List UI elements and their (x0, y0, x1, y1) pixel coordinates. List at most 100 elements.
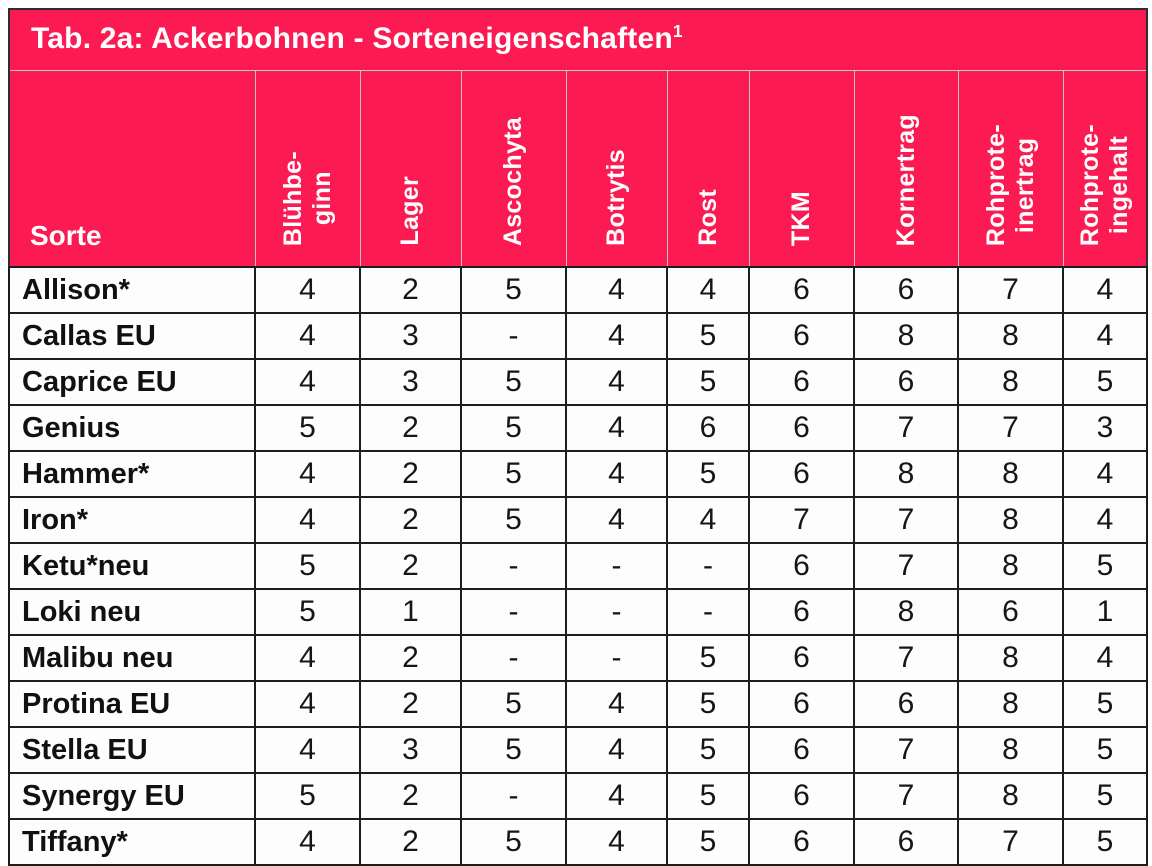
column-header-label: Rohprote- inertrag (981, 123, 1039, 246)
column-header-label: TKM (787, 190, 816, 246)
value-cell: 6 (748, 542, 855, 590)
title-row: Tab. 2a: Ackerbohnen - Sorteneigenschaft… (9, 9, 1148, 71)
sorte-cell: Allison* (8, 266, 256, 314)
value-cell: - (460, 588, 567, 636)
value-cell: 2 (359, 818, 462, 866)
value-cell: 8 (957, 496, 1064, 544)
column-header: Lager (359, 70, 462, 268)
value-cell: 6 (748, 680, 855, 728)
sorte-cell: Tiffany* (8, 818, 256, 866)
value-cell: 8 (957, 358, 1064, 406)
value-cell: 5 (460, 266, 567, 314)
value-cell: 6 (748, 818, 855, 866)
value-cell: 4 (1061, 634, 1149, 682)
value-cell: 2 (359, 772, 462, 820)
value-cell: 6 (853, 818, 959, 866)
value-cell: 7 (957, 266, 1064, 314)
value-cell: 7 (853, 404, 959, 452)
sorte-cell: Callas EU (8, 312, 256, 360)
value-cell: 4 (254, 496, 361, 544)
sorte-cell: Loki neu (8, 588, 256, 636)
value-cell: 8 (957, 726, 1064, 774)
value-cell: 4 (565, 772, 668, 820)
value-cell: 3 (359, 726, 462, 774)
value-cell: 4 (565, 358, 668, 406)
column-header: Kornertrag (853, 70, 959, 268)
value-cell: 4 (666, 496, 750, 544)
value-cell: 7 (957, 404, 1064, 452)
value-cell: 5 (460, 818, 567, 866)
value-cell: 5 (666, 634, 750, 682)
table-row: Stella EU 4 3 5 4 5 6 7 8 5 (8, 726, 1149, 774)
value-cell: 4 (1061, 266, 1149, 314)
value-cell: 2 (359, 542, 462, 590)
value-cell: 8 (957, 680, 1064, 728)
table-row: Tiffany* 4 2 5 4 5 6 6 7 5 (8, 818, 1149, 866)
table-body: Allison* 4 2 5 4 4 6 6 7 4 Callas EU 4 3… (8, 266, 1149, 866)
value-cell: 5 (254, 772, 361, 820)
table-row: Hammer* 4 2 5 4 5 6 8 8 4 (8, 450, 1149, 498)
value-cell: 5 (666, 450, 750, 498)
column-header-label: Rohprote- ingehalt (1076, 123, 1133, 246)
value-cell: 5 (254, 404, 361, 452)
column-header: Rohprote- ingehalt (1062, 70, 1148, 268)
value-cell: 6 (748, 266, 855, 314)
table-row: Ketu*neu 5 2 - - - 6 7 8 5 (8, 542, 1149, 590)
value-cell: - (565, 588, 668, 636)
column-header-label: Ascochyta (499, 116, 528, 246)
value-cell: 5 (1061, 818, 1149, 866)
value-cell: - (565, 634, 668, 682)
value-cell: 4 (565, 404, 668, 452)
value-cell: - (666, 542, 750, 590)
value-cell: 6 (853, 358, 959, 406)
value-cell: 5 (460, 404, 567, 452)
column-header-label: Lager (396, 176, 425, 246)
value-cell: 4 (666, 266, 750, 314)
value-cell: 7 (853, 726, 959, 774)
value-cell: 5 (666, 818, 750, 866)
column-header-label: Kornertrag (891, 113, 920, 246)
value-cell: 2 (359, 680, 462, 728)
column-header: Blühbe- ginn (254, 70, 361, 268)
value-cell: 4 (254, 680, 361, 728)
value-cell: 2 (359, 496, 462, 544)
value-cell: 7 (853, 542, 959, 590)
table-row: Allison* 4 2 5 4 4 6 6 7 4 (8, 266, 1149, 314)
value-cell: 5 (460, 496, 567, 544)
value-cell: 4 (1061, 496, 1149, 544)
value-cell: 6 (748, 634, 855, 682)
value-cell: - (565, 542, 668, 590)
value-cell: 6 (748, 726, 855, 774)
value-cell: 4 (565, 450, 668, 498)
header-row: Sorte Blühbe- ginn Lager Ascochyta Botrytis… (8, 70, 1148, 268)
value-cell: - (460, 542, 567, 590)
value-cell: 6 (748, 588, 855, 636)
value-cell: 3 (359, 312, 462, 360)
value-cell: 5 (254, 588, 361, 636)
column-header: TKM (748, 70, 855, 268)
value-cell: 4 (565, 266, 668, 314)
table-title-footnote-marker: 1 (672, 21, 683, 41)
value-cell: 5 (666, 312, 750, 360)
value-cell: 5 (1061, 772, 1149, 820)
sorten-table: Tab. 2a: Ackerbohnen - Sorteneigenschaft… (8, 8, 1149, 866)
sorte-cell: Stella EU (8, 726, 256, 774)
value-cell: 5 (1061, 542, 1149, 590)
column-header-label: Rost (693, 189, 722, 246)
column-header-label: Botrytis (602, 149, 631, 246)
sorte-cell: Ketu*neu (8, 542, 256, 590)
value-cell: 4 (254, 450, 361, 498)
value-cell: 4 (254, 726, 361, 774)
column-header-label: Blühbe- ginn (278, 150, 336, 246)
value-cell: 6 (748, 404, 855, 452)
value-cell: 2 (359, 266, 462, 314)
value-cell: 8 (853, 450, 959, 498)
value-cell: 2 (359, 450, 462, 498)
value-cell: 5 (1061, 726, 1149, 774)
value-cell: 3 (359, 358, 462, 406)
value-cell: - (460, 312, 567, 360)
sorte-cell: Protina EU (8, 680, 256, 728)
value-cell: 5 (666, 772, 750, 820)
value-cell: 5 (666, 680, 750, 728)
value-cell: 6 (666, 404, 750, 452)
